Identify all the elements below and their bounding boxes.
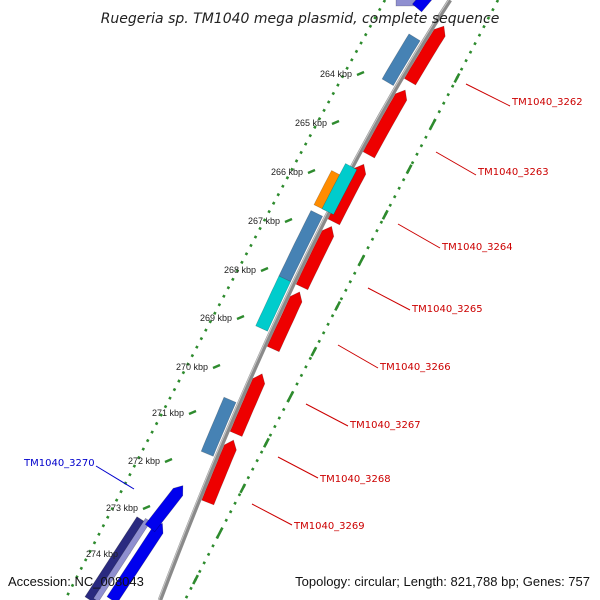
ruler-tick: [453, 72, 461, 84]
ruler-group: [63, 0, 500, 600]
leader-line: [337, 344, 379, 369]
scale-tick: [236, 314, 245, 321]
scale-tick: [356, 70, 365, 77]
gene-arrow-3263: [362, 89, 408, 159]
summary-text: Topology: circular; Length: 821,788 bp; …: [295, 574, 590, 589]
scale-label: 264 kbp: [320, 69, 352, 79]
scale-tick: [164, 457, 173, 464]
backbone-highlight: [158, 0, 449, 600]
scale-label: 270 kbp: [176, 362, 208, 372]
gene-bar-3266: [255, 275, 291, 332]
leader-lines: [95, 83, 511, 526]
scale-label: 265 kbp: [295, 118, 327, 128]
scale-label: 272 kbp: [128, 456, 160, 466]
leader-line: [95, 465, 135, 490]
gene-bar-3262: [381, 33, 421, 87]
scale-label: 269 kbp: [200, 313, 232, 323]
leader-line: [435, 151, 477, 176]
scale-tick: [260, 266, 269, 273]
inner-ruler-dots: [183, 0, 500, 600]
ruler-tick: [381, 209, 389, 220]
scale-label: 274 kbp: [86, 549, 118, 559]
scale-label: 268 kbp: [224, 265, 256, 275]
backbone-arc: [157, 0, 452, 600]
ruler-tick: [429, 118, 437, 129]
scale-tick: [212, 363, 221, 370]
ruler-tick: [215, 528, 223, 540]
gene-bar-slate: [93, 517, 151, 600]
gene-labels: TM1040_3262 TM1040_3263 TM1040_3264 TM1040_…: [23, 97, 583, 532]
scale-tick: [331, 119, 340, 126]
ruler-tick: [334, 300, 342, 312]
gene-label: TM1040_3264: [441, 242, 513, 253]
ruler-tick: [286, 392, 294, 403]
scale-tick: [307, 168, 316, 175]
scale-labels: 264 kbp 265 kbp 266 kbp 267 kbp 268 kbp 269 k…: [86, 69, 352, 559]
gene-arrow-3265: [295, 225, 335, 291]
gene-label: TM1040_3269: [293, 521, 365, 532]
gene-label: TM1040_3268: [319, 474, 391, 485]
ruler-tick: [310, 346, 318, 357]
scale-tick: [142, 504, 151, 511]
backbone-group: [157, 0, 452, 600]
leader-line: [397, 223, 441, 249]
scale-label: 267 kbp: [248, 216, 280, 226]
leader-line: [367, 287, 411, 311]
gene-bar-3268: [200, 396, 237, 457]
ruler-tick: [192, 574, 199, 585]
gene-label: TM1040_3267: [349, 420, 421, 431]
gene-label: TM1040_3262: [511, 97, 583, 108]
gene-features: [84, 0, 446, 600]
gene-label: TM1040_3265: [411, 304, 483, 315]
ruler-tick: [405, 164, 413, 175]
scale-tick: [188, 409, 197, 416]
leader-line: [251, 503, 293, 526]
ruler-tick: [357, 255, 365, 266]
gene-bar-cyan-thin: [321, 163, 358, 216]
outer-ruler-dots: [63, 0, 387, 600]
gene-arrow-3268: [201, 439, 237, 506]
leader-line: [465, 83, 511, 107]
gene-label: TM1040_3263: [477, 167, 549, 178]
accession-text: Accession: NC_008043: [8, 574, 144, 589]
gene-arrow-3267: [229, 373, 266, 437]
gene-arrow-3262: [403, 25, 446, 86]
ruler-tick: [239, 483, 247, 494]
leader-line: [305, 403, 349, 427]
ruler-tick: [262, 437, 270, 448]
scale-label: 273 kbp: [106, 503, 138, 513]
gene-label: TM1040_3266: [379, 362, 451, 373]
gene-label: TM1040_3270: [23, 458, 95, 469]
scale-label: 271 kbp: [152, 408, 184, 418]
scale-label: 266 kbp: [271, 167, 303, 177]
leader-line: [277, 456, 319, 479]
scale-tick: [284, 217, 293, 224]
gene-arrow-3270-b: [144, 485, 184, 533]
gene-arrow-3266: [266, 291, 303, 353]
gene-bar-top-blue: [412, 0, 433, 13]
map-title: Ruegeria sp. TM1040 mega plasmid, comple…: [101, 11, 500, 27]
